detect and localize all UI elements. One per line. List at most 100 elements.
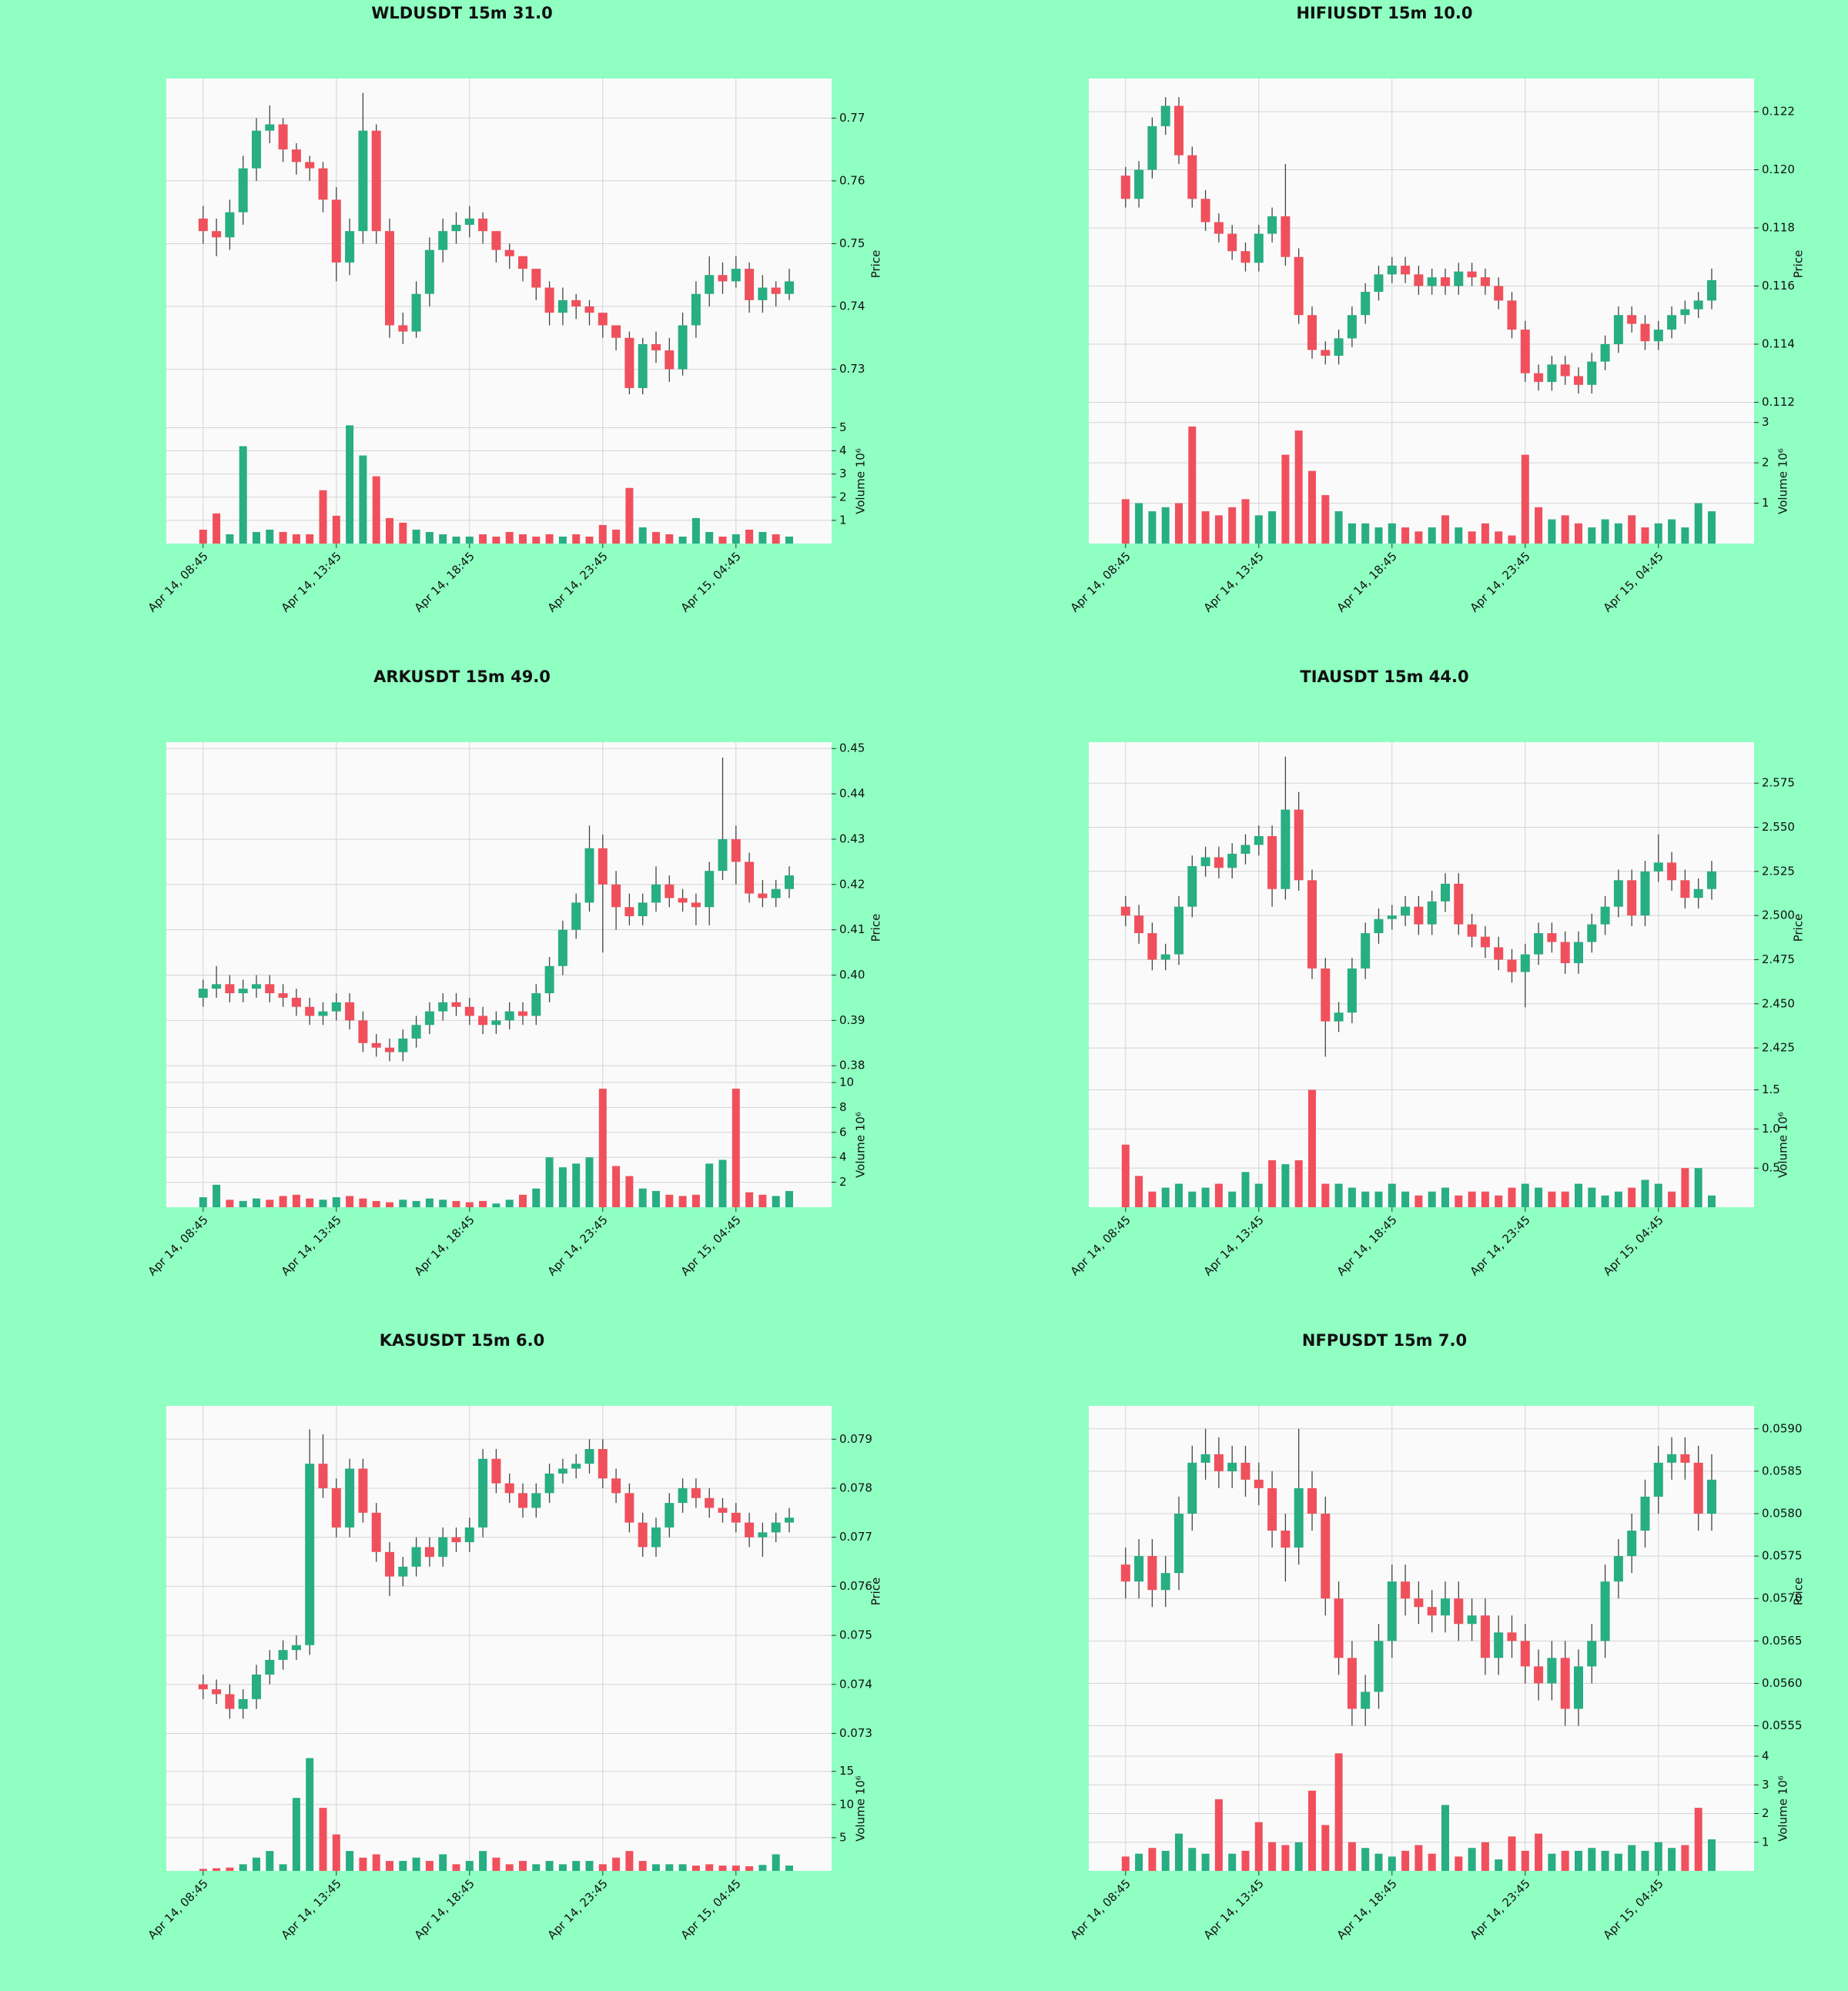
price-panel bbox=[1089, 1406, 1754, 1746]
candle-body bbox=[385, 231, 394, 326]
volume-bar bbox=[199, 1869, 207, 1871]
candle-body bbox=[464, 1006, 474, 1016]
volume-bar bbox=[572, 1163, 581, 1207]
volume-bar bbox=[372, 1200, 380, 1207]
x-tick-label: Apr 15, 04:45 bbox=[678, 1213, 744, 1278]
volume-bar bbox=[1455, 1856, 1463, 1871]
volume-bar bbox=[1428, 527, 1436, 544]
volume-tick-label: 1.5 bbox=[1762, 1083, 1780, 1096]
volume-bar bbox=[772, 1854, 780, 1871]
volume-panel bbox=[166, 419, 832, 544]
volume-bar bbox=[1455, 1195, 1463, 1207]
volume-bar bbox=[465, 1861, 474, 1871]
y-tick-label: 0.112 bbox=[1762, 395, 1795, 409]
candle-body bbox=[611, 1478, 621, 1494]
volume-bar bbox=[1548, 1853, 1556, 1871]
candle-body bbox=[598, 313, 608, 326]
volume-bar bbox=[691, 1194, 700, 1207]
candle-body bbox=[1240, 1462, 1250, 1480]
volume-bar bbox=[359, 1198, 367, 1207]
price-axis-label: Price bbox=[1792, 250, 1806, 279]
volume-bar bbox=[758, 1865, 767, 1871]
candle-body bbox=[1387, 1581, 1397, 1641]
volume-bar bbox=[1441, 515, 1449, 544]
volume-bar bbox=[1401, 1191, 1410, 1207]
candle-body bbox=[1467, 924, 1477, 937]
volume-bar bbox=[1521, 1850, 1529, 1871]
volume-bar bbox=[492, 1857, 500, 1871]
candle-body bbox=[731, 269, 741, 282]
candle-body bbox=[238, 168, 248, 212]
candle-body bbox=[1120, 1564, 1130, 1582]
candle-body bbox=[1547, 364, 1557, 383]
candle-body bbox=[1454, 883, 1464, 925]
volume-bar bbox=[1588, 527, 1596, 544]
candle-body bbox=[771, 287, 781, 294]
volume-bar bbox=[1148, 511, 1157, 544]
volume-bar bbox=[1388, 1856, 1396, 1871]
candle-body bbox=[198, 218, 208, 232]
volume-bar bbox=[1361, 523, 1370, 544]
volume-bar bbox=[1161, 1850, 1170, 1871]
x-tick-label: Apr 15, 04:45 bbox=[1601, 549, 1666, 614]
candle-body bbox=[398, 325, 408, 332]
candle-body bbox=[478, 218, 488, 232]
chart-title: NFPUSDT 15m 7.0 bbox=[1302, 1331, 1467, 1350]
volume-bar bbox=[239, 1200, 247, 1207]
candle-body bbox=[278, 993, 288, 998]
x-tick-label: Apr 14, 08:45 bbox=[1068, 1213, 1133, 1278]
candle-body bbox=[1640, 871, 1650, 916]
candle-body bbox=[1667, 862, 1677, 881]
candle-body bbox=[1613, 1556, 1623, 1582]
candle-body bbox=[1334, 1598, 1344, 1658]
volume-bar bbox=[1321, 1825, 1330, 1871]
candle-body bbox=[1120, 176, 1130, 199]
candle-body bbox=[1200, 857, 1210, 866]
volume-bar bbox=[758, 531, 767, 544]
volume-tick-label: 4 bbox=[839, 443, 847, 457]
candle-body bbox=[1240, 251, 1250, 263]
volume-panel bbox=[166, 1083, 832, 1207]
volume-bar bbox=[545, 534, 554, 544]
candle-body bbox=[1240, 845, 1250, 854]
volume-bar bbox=[1495, 1859, 1503, 1871]
volume-bar bbox=[1374, 1191, 1383, 1207]
candle-body bbox=[745, 862, 755, 894]
candle-body bbox=[278, 1650, 288, 1660]
candle-body bbox=[518, 256, 527, 269]
volume-bar bbox=[532, 1188, 541, 1207]
volume-bar bbox=[306, 1198, 314, 1207]
candle-body bbox=[318, 1011, 328, 1016]
candle-body bbox=[1200, 1454, 1210, 1463]
volume-bar bbox=[1428, 1191, 1436, 1207]
volume-tick-label: 10 bbox=[839, 1076, 854, 1089]
volume-bar bbox=[465, 536, 474, 544]
volume-bar bbox=[1188, 426, 1197, 544]
volume-tick-label: 2 bbox=[839, 490, 847, 504]
candle-body bbox=[518, 1011, 527, 1016]
volume-axis-label: Volume 10⁶ bbox=[854, 1112, 868, 1178]
y-tick-label: 0.39 bbox=[839, 1013, 865, 1027]
candle-body bbox=[1401, 1581, 1411, 1599]
volume-bar bbox=[1241, 1850, 1250, 1871]
candle-body bbox=[1387, 915, 1397, 919]
volume-bar bbox=[1508, 1836, 1516, 1871]
y-tick-label: 0.40 bbox=[839, 968, 865, 982]
price-axis-label: Price bbox=[1792, 1578, 1806, 1606]
candle-body bbox=[571, 902, 581, 930]
volume-tick-label: 3 bbox=[1762, 415, 1769, 429]
candle-body bbox=[1174, 1513, 1183, 1574]
volume-bar bbox=[652, 1864, 660, 1871]
candle-body bbox=[1574, 942, 1583, 964]
candle-body bbox=[1707, 279, 1716, 301]
candle-body bbox=[1480, 936, 1490, 948]
candle-body bbox=[1667, 1454, 1677, 1463]
candle-body bbox=[1640, 323, 1650, 342]
candle-body bbox=[478, 1016, 488, 1026]
x-tick-label: Apr 14, 18:45 bbox=[1334, 1876, 1400, 1942]
volume-bar bbox=[678, 536, 687, 544]
candle-body bbox=[371, 1512, 381, 1552]
volume-bar bbox=[1175, 1183, 1183, 1207]
volume-bar bbox=[1708, 511, 1716, 544]
x-tick-label: Apr 14, 08:45 bbox=[1068, 549, 1133, 614]
